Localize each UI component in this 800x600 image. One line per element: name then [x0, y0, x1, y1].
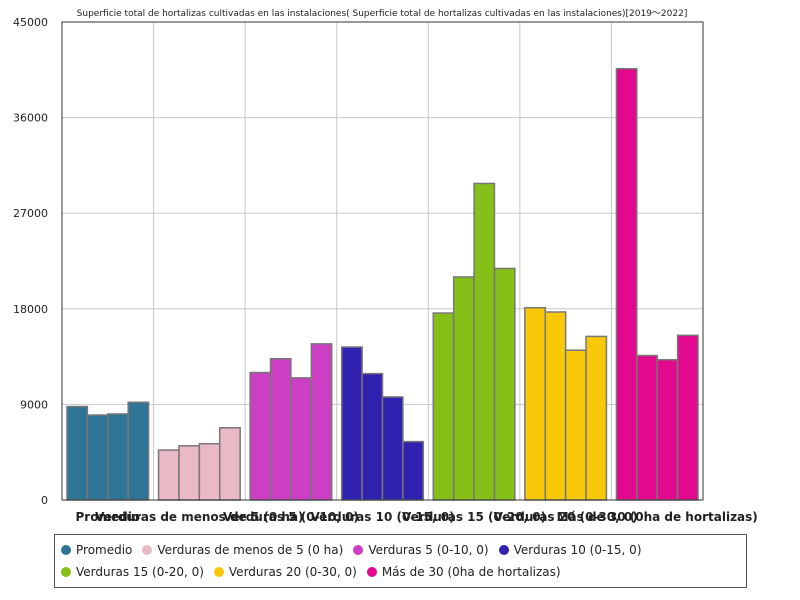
legend-swatch — [498, 545, 509, 555]
legend-label: Promedio — [76, 543, 133, 557]
bar — [340, 346, 363, 501]
y-tick-label: 27000 — [13, 207, 48, 220]
chart-legend: Promedio Verduras de menos de 5 (0 ha) Ver… — [54, 534, 747, 588]
bar — [585, 335, 608, 501]
bar — [107, 413, 129, 501]
legend-swatch — [61, 545, 71, 555]
bar — [361, 372, 384, 501]
legend-swatch — [61, 567, 71, 577]
plot-frame — [61, 21, 704, 501]
x-tick-label: Verduras de menos de 5 (0 ha) — [95, 510, 303, 524]
legend-label: Más de 30 (0ha de hortalizas) — [381, 565, 561, 579]
legend-item: Promedio — [61, 539, 132, 561]
bar — [676, 334, 699, 501]
x-tick-label: Promedio — [76, 510, 141, 524]
bar — [219, 427, 241, 501]
legend-item: Verduras 15 (0-20, 0) — [61, 561, 204, 583]
bar — [564, 349, 587, 501]
bar — [615, 67, 638, 501]
x-tick-label: Verduras 10 (0-15, 0) — [310, 510, 454, 524]
y-tick-label: 18000 — [13, 303, 48, 316]
bar — [381, 396, 404, 501]
y-tick-label: 36000 — [13, 112, 48, 125]
bar — [127, 401, 150, 501]
bar — [493, 267, 516, 501]
bar — [310, 343, 333, 501]
bar — [249, 371, 272, 501]
legend-item: Más de 30 (0ha de hortalizas) — [366, 561, 561, 583]
legend-label: Verduras 10 (0-15, 0) — [513, 543, 642, 557]
bar — [473, 182, 496, 501]
legend-item: Verduras 10 (0-15, 0) — [498, 539, 642, 561]
bar — [178, 445, 201, 501]
y-tick-label: 0 — [41, 494, 48, 507]
bar — [269, 357, 292, 501]
legend-item: Verduras 5 (0-10, 0) — [353, 539, 489, 561]
legend-swatch — [213, 567, 224, 577]
bar — [198, 442, 221, 501]
legend-item: Verduras 20 (0-30, 0) — [213, 561, 357, 583]
x-tick-label: Verduras 20 (0-30, 0) — [494, 510, 638, 524]
bar — [157, 449, 180, 501]
x-tick-label: Verduras 15 (0-20, 0) — [402, 510, 546, 524]
bar — [432, 312, 455, 501]
bar — [66, 405, 89, 501]
legend-label: Verduras 15 (0-20, 0) — [76, 565, 204, 579]
legend-label: Verduras 20 (0-30, 0) — [228, 565, 357, 579]
bar — [636, 354, 658, 501]
y-tick-label: 45000 — [13, 16, 48, 29]
bar — [452, 276, 475, 501]
legend-item: Verduras de menos de 5 (0 ha) — [142, 539, 343, 561]
legend-swatch — [366, 567, 377, 577]
legend-label: Verduras 5 (0-10, 0) — [368, 543, 489, 557]
bar — [402, 440, 425, 501]
bar — [544, 311, 567, 501]
bar — [656, 359, 679, 501]
legend-swatch — [353, 545, 364, 555]
x-tick-label: Más de 30 (0ha de hortalizas) — [557, 510, 758, 524]
legend-swatch — [142, 545, 153, 555]
chart-title: Superficie total de hortalizas cultivada… — [77, 9, 688, 19]
x-tick-label: Verduras 5 (0-10, 0) — [223, 510, 359, 524]
bar — [524, 306, 546, 501]
bar — [86, 414, 109, 501]
legend-label: Verduras de menos de 5 (0 ha) — [157, 543, 344, 557]
y-tick-label: 9000 — [20, 398, 48, 411]
bar — [290, 377, 313, 501]
